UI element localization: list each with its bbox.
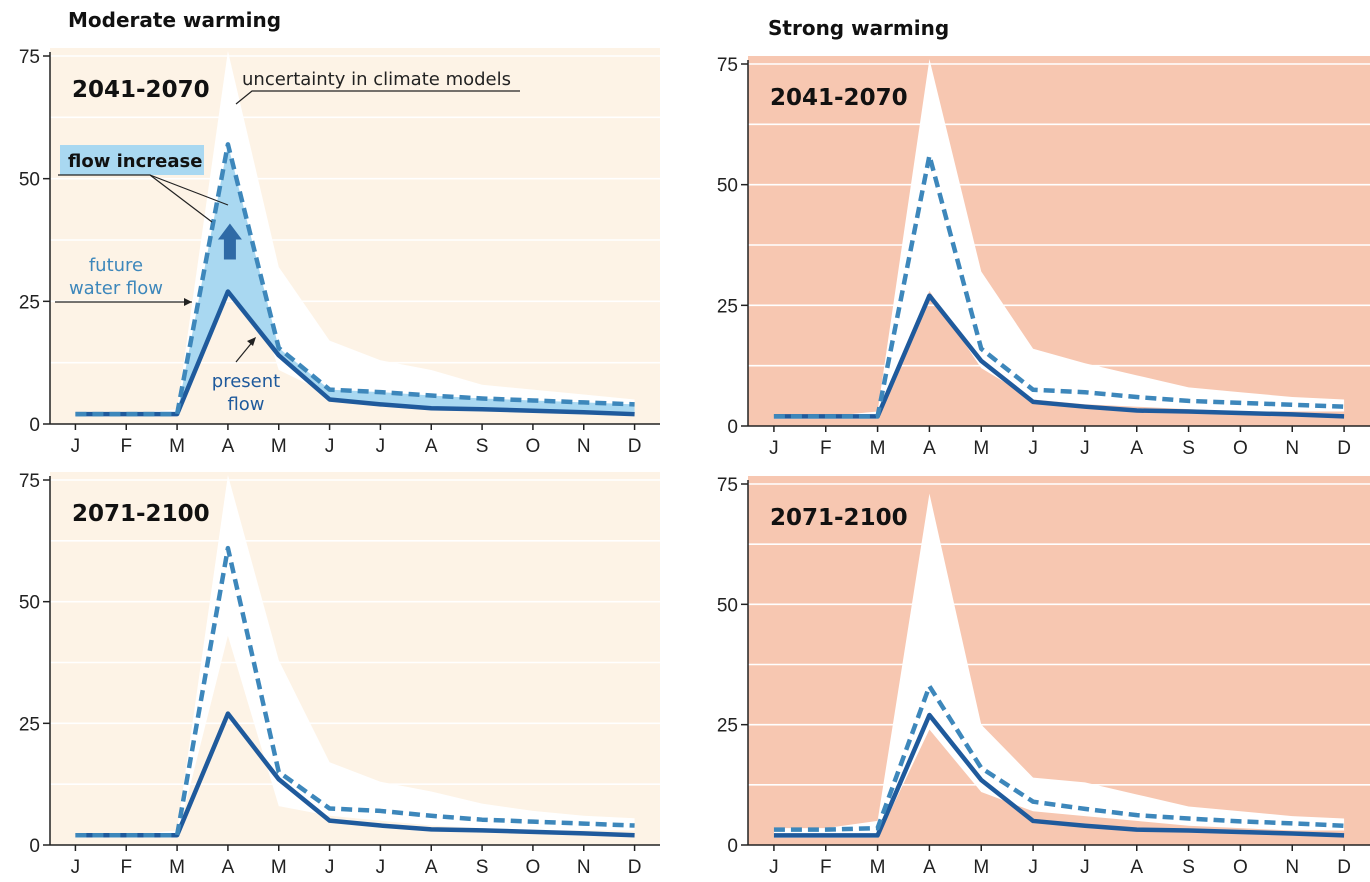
x-tick-label: S [1182,438,1195,459]
panel-moderate-2071-2100: 0 25 50 75 J F M A M J J A S O N D 2071-2100 [19,471,660,878]
y-tick-label: 0 [29,836,40,857]
x-tick-label: S [1182,857,1195,878]
x-tick-label: N [577,436,591,457]
period-label: 2041-2070 [72,77,210,103]
present-flow-line [773,712,1345,838]
x-tick-label: J [325,436,335,457]
x-tick-label: D [1337,857,1351,878]
arrowhead-icon [184,298,192,306]
x-tick-label: J [769,857,779,878]
arrowhead-icon [247,337,256,346]
future-flow-label: future [89,255,143,276]
x-tick-label: J [1080,438,1090,459]
x-tick-label: M [870,857,886,878]
x-tick-label: J [769,438,779,459]
period-label: 2041-2070 [770,85,908,111]
y-tick-label: 0 [727,836,738,857]
future-flow-line [773,153,1345,419]
x-tick-label: J [376,436,386,457]
y-tick-label: 25 [19,292,40,313]
x-tick-label: F [820,438,832,459]
x-tick-label: A [1130,857,1143,878]
x-tick-label: A [1130,438,1143,459]
strong-warming-heading: Strong warming [768,16,950,40]
future-flow-line [75,142,635,417]
x-tick-label: A [222,857,235,878]
x-tick-label: M [973,438,989,459]
moderate-warming-heading: Moderate warming [68,8,282,32]
y-tick-label: 0 [29,415,40,436]
flow-increase-box [60,145,204,175]
x-tick-label: O [1233,857,1248,878]
x-tick-label: J [71,857,81,878]
x-tick-label: M [271,436,287,457]
x-tick-label: S [476,436,489,457]
x-tick-label: J [376,857,386,878]
uncertainty-band [75,51,635,417]
x-tick-label: A [923,857,936,878]
x-tick-label: D [628,436,642,457]
y-tick-label: 25 [717,296,738,317]
present-flow-label: present [212,371,280,392]
uncertainty-leader-line [235,90,520,105]
x-tick-label: N [577,857,591,878]
period-label: 2071-2100 [770,505,908,531]
panel-moderate-2041-2070: 0 25 50 75 J F M A M J J A S O N D 2041-2070 uncertainty … [19,47,660,457]
x-tick-label: O [526,436,541,457]
y-tick-label: 75 [19,471,40,492]
y-tick-label: 50 [717,176,738,197]
y-tick-label: 50 [717,595,738,616]
panel-strong-2071-2100: 0 25 50 75 J F M A M J J A S O N D 2071-2100 [717,475,1370,878]
x-tick-label: N [1285,857,1299,878]
x-tick-label: M [271,857,287,878]
flow-increase-label: flow increase [68,151,202,172]
x-tick-label: J [1080,857,1090,878]
y-tick-label: 75 [19,47,40,68]
y-tick-label: 0 [727,417,738,438]
x-tick-label: M [169,857,185,878]
x-tick-label: O [1233,438,1248,459]
y-tick-label: 50 [19,593,40,614]
x-tick-label: A [425,436,438,457]
x-tick-label: M [973,857,989,878]
uncertainty-label: uncertainty in climate models [242,69,511,90]
y-tick-label: 75 [717,475,738,496]
uncertainty-band [773,59,1345,419]
x-tick-label: J [71,436,81,457]
x-tick-label: M [870,438,886,459]
x-tick-label: F [120,436,132,457]
period-label: 2071-2100 [72,501,210,527]
y-tick-label: 25 [19,714,40,735]
uncertainty-band [75,475,635,838]
x-tick-label: F [120,857,132,878]
future-flow-label: water flow [69,278,163,299]
y-tick-label: 25 [717,716,738,737]
panel-strong-2041-2070: 0 25 50 75 J F M A M J J A S O N D 2041-2070 [717,55,1370,459]
x-tick-label: M [169,436,185,457]
x-tick-label: S [476,857,489,878]
x-tick-label: F [820,857,832,878]
increase-arrow-icon [217,223,242,260]
x-tick-label: J [1028,438,1038,459]
x-tick-label: J [325,857,335,878]
flow-increase-leader-line [149,174,229,206]
y-tick-label: 50 [19,170,40,191]
x-tick-label: A [222,436,235,457]
x-tick-label: D [628,857,642,878]
future-flow-line [75,545,635,838]
x-tick-label: D [1337,438,1351,459]
x-tick-label: A [923,438,936,459]
present-flow-label: flow [227,394,264,415]
future-flow-line [773,683,1345,832]
x-tick-label: J [1028,857,1038,878]
x-tick-label: A [425,857,438,878]
x-tick-label: O [526,857,541,878]
x-tick-label: N [1285,438,1299,459]
uncertainty-band [773,493,1345,838]
y-tick-label: 75 [717,55,738,76]
